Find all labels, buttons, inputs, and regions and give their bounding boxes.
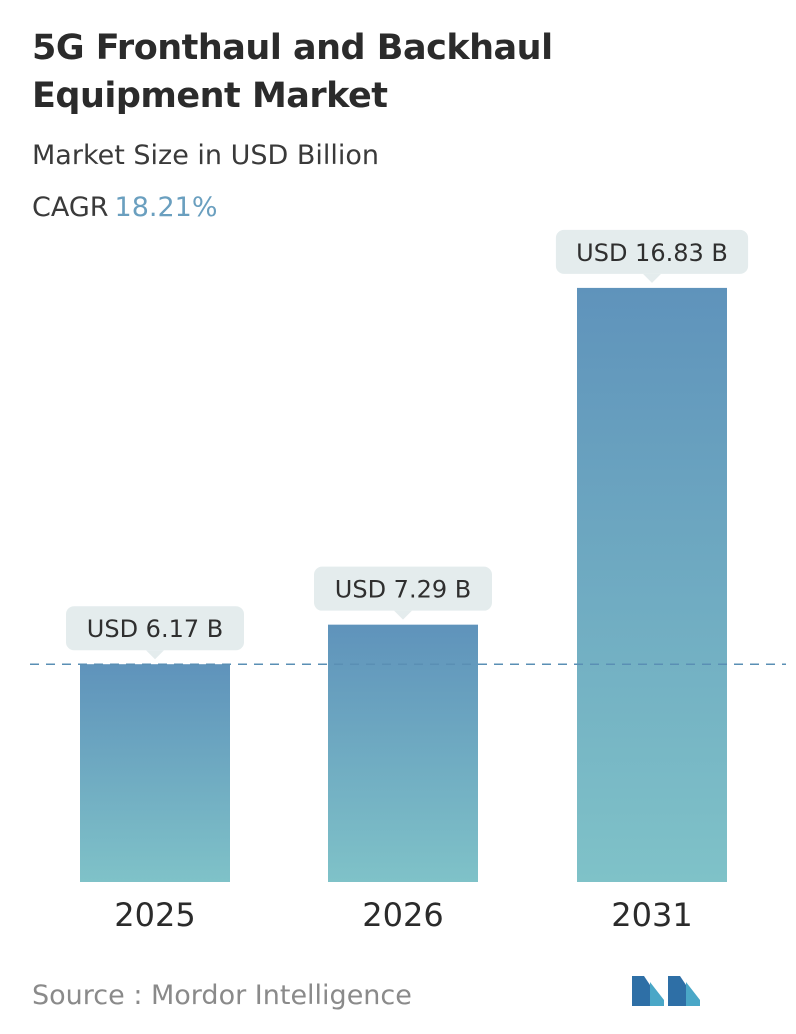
value-label-pointer	[643, 273, 661, 283]
value-label-pointer	[394, 610, 412, 620]
bars-layer	[30, 287, 786, 882]
cagr-row: CAGR 18.21%	[32, 190, 217, 226]
value-label-2025: USD 6.17 B	[66, 606, 244, 660]
chart-title: 5G Fronthaul and Backhaul Equipment Mark…	[32, 24, 752, 120]
value-label-pointer	[146, 650, 164, 660]
value-label-box	[314, 566, 492, 611]
chart-subtitle: Market Size in USD Billion	[32, 140, 380, 171]
value-label-text: USD 16.83 B	[576, 239, 728, 267]
value-label-2026: USD 7.29 B	[314, 566, 492, 620]
cagr-label: CAGR	[32, 192, 109, 223]
value-label-box	[66, 606, 244, 651]
bar-2031	[577, 287, 727, 882]
chart-title-line-1: 5G Fronthaul and Backhaul	[32, 28, 553, 68]
value-label-text: USD 7.29 B	[335, 576, 471, 604]
source-text: Source : Mordor Intelligence	[32, 980, 412, 1011]
value-label-2031: USD 16.83 B	[555, 229, 749, 283]
value-label-box	[555, 229, 749, 274]
bar-2026	[328, 624, 478, 882]
value-label-text: USD 6.17 B	[87, 615, 223, 643]
mordor-intelligence-logo-icon	[632, 972, 704, 1012]
cagr-value: 18.21%	[114, 192, 218, 223]
x-axis-labels-layer: 2025 2026 2031	[114, 896, 692, 934]
x-tick-label-2031: 2031	[611, 896, 692, 934]
x-tick-label-2025: 2025	[114, 896, 195, 934]
x-tick-label-2026: 2026	[362, 896, 443, 934]
chart-title-line-2: Equipment Market	[32, 76, 388, 116]
value-labels-layer: USD 6.17 B USD 7.29 B USD 16.83 B	[66, 229, 749, 660]
bar-2025	[80, 664, 230, 882]
